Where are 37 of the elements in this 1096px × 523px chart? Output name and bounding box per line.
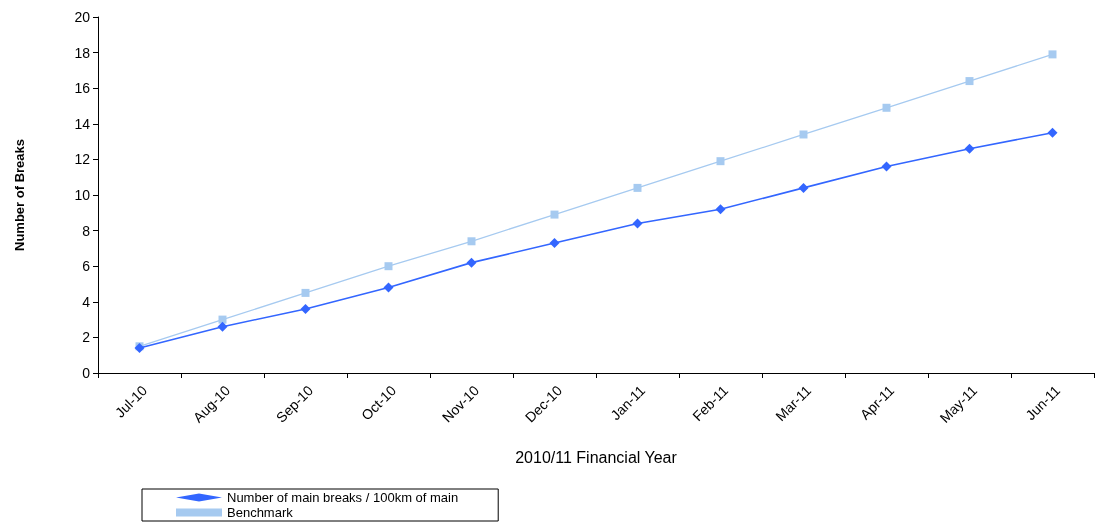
point [799, 130, 808, 139]
point [301, 288, 310, 297]
y-tick-label: 0 [82, 365, 91, 381]
y-tick-label: 12 [74, 151, 91, 168]
point [716, 157, 725, 166]
point [633, 183, 642, 192]
y-axis-title: Number of Breaks [12, 139, 27, 251]
point [217, 321, 228, 332]
point [384, 262, 393, 271]
y-tick-label: 8 [82, 222, 91, 239]
point [964, 143, 975, 154]
point [466, 257, 477, 268]
y-tick-label: 10 [74, 187, 91, 203]
y-tick-label: 16 [74, 80, 91, 97]
point [632, 218, 643, 229]
y-tick-label: 14 [74, 115, 91, 132]
point [715, 204, 726, 215]
point [1048, 50, 1057, 59]
point [549, 238, 560, 249]
point [882, 103, 891, 112]
x-axis-title: 2010/11 Financial Year [515, 448, 678, 466]
y-tick-label: 6 [82, 258, 91, 275]
point [798, 182, 809, 193]
point [218, 315, 227, 324]
point [881, 161, 892, 172]
y-tick-label: 2 [82, 329, 91, 346]
point [383, 282, 394, 293]
legend-label: Benchmark [227, 505, 294, 520]
y-tick-label: 20 [74, 9, 91, 25]
point [467, 237, 476, 246]
y-tick-label: 4 [82, 293, 91, 310]
point [550, 210, 559, 219]
legend-label: Number of main breaks / 100km of main [227, 490, 459, 505]
point [1047, 127, 1058, 138]
point [965, 77, 974, 86]
point [300, 303, 311, 314]
y-tick-label: 18 [74, 44, 91, 61]
